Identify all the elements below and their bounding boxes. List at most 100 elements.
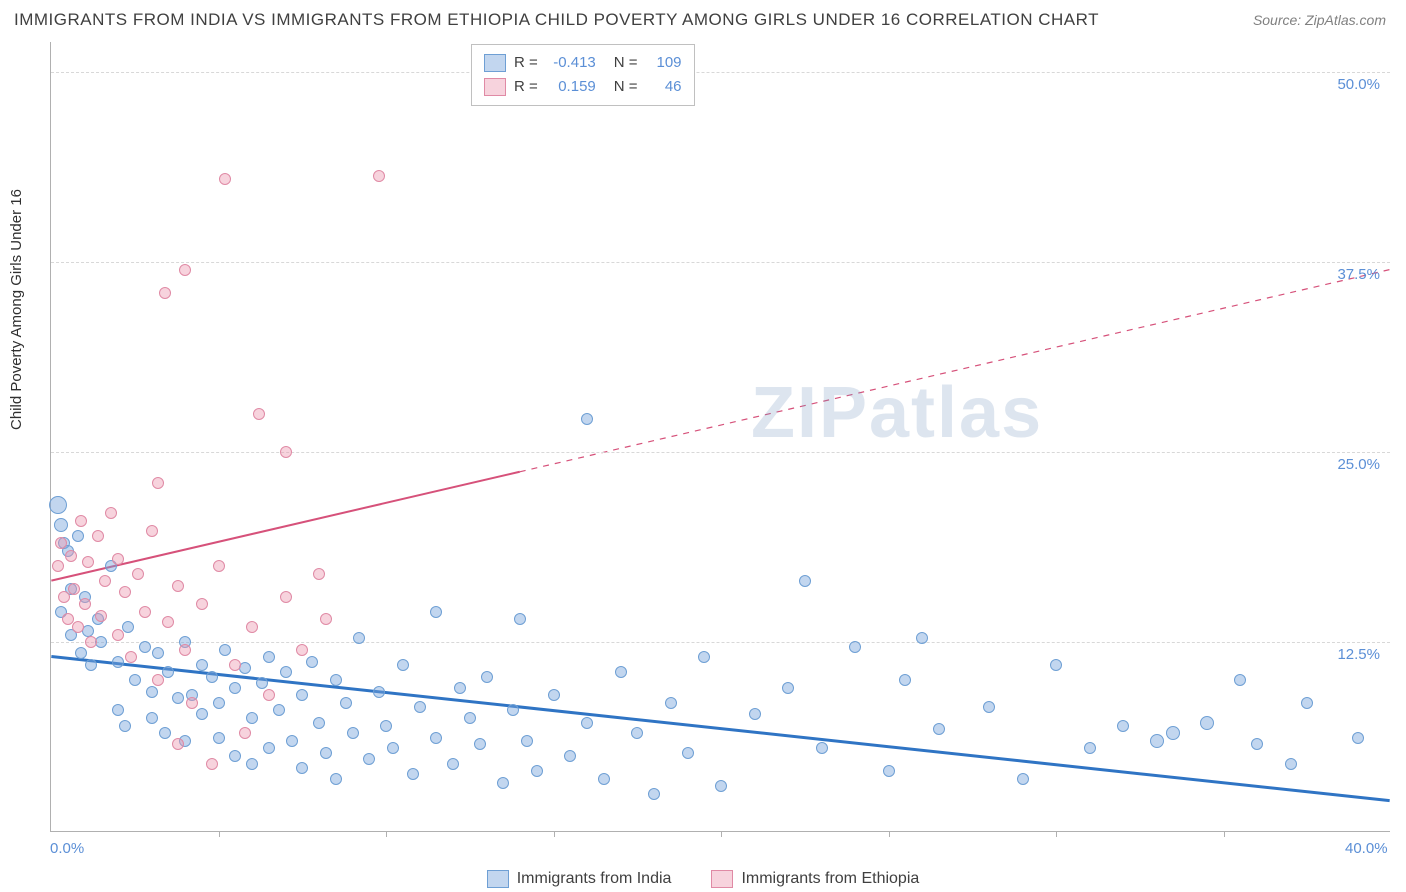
x-tick xyxy=(386,831,387,837)
scatter-point-india xyxy=(598,773,610,785)
legend-label-ethiopia: Immigrants from Ethiopia xyxy=(741,870,919,888)
legend-row-india: R = -0.413 N = 109 xyxy=(484,51,682,75)
scatter-point-ethiopia xyxy=(373,170,385,182)
scatter-point-india xyxy=(665,697,677,709)
legend-R-value: 0.159 xyxy=(546,75,596,99)
x-tick xyxy=(554,831,555,837)
scatter-point-india xyxy=(229,750,241,762)
y-tick-label: 25.0% xyxy=(1337,456,1380,473)
grid-line xyxy=(51,262,1390,263)
y-axis-label: Child Poverty Among Girls Under 16 xyxy=(8,189,25,430)
scatter-point-india xyxy=(162,666,174,678)
scatter-point-india xyxy=(72,530,84,542)
scatter-point-india xyxy=(397,659,409,671)
correlation-legend: R = -0.413 N = 109R = 0.159 N = 46 xyxy=(471,44,695,106)
scatter-point-india xyxy=(146,686,158,698)
scatter-point-india xyxy=(983,701,995,713)
scatter-point-india xyxy=(581,413,593,425)
scatter-point-india xyxy=(682,747,694,759)
source-label: Source: ZipAtlas.com xyxy=(1253,12,1386,28)
x-tick xyxy=(219,831,220,837)
scatter-point-ethiopia xyxy=(206,758,218,770)
scatter-point-india xyxy=(380,720,392,732)
swatch-india xyxy=(487,870,509,888)
scatter-point-india xyxy=(246,712,258,724)
scatter-point-india xyxy=(481,671,493,683)
x-tick xyxy=(1224,831,1225,837)
scatter-point-india xyxy=(129,674,141,686)
scatter-point-ethiopia xyxy=(172,580,184,592)
swatch-india xyxy=(484,54,506,72)
legend-label-india: Immigrants from India xyxy=(517,870,672,888)
scatter-point-india xyxy=(280,666,292,678)
scatter-point-ethiopia xyxy=(280,446,292,458)
y-tick-label: 37.5% xyxy=(1337,266,1380,283)
scatter-point-ethiopia xyxy=(213,560,225,572)
scatter-point-ethiopia xyxy=(92,530,104,542)
scatter-point-india xyxy=(474,738,486,750)
legend-R-value: -0.413 xyxy=(546,51,596,75)
scatter-point-india xyxy=(1050,659,1062,671)
legend-item-india: Immigrants from India xyxy=(487,870,672,888)
scatter-point-ethiopia xyxy=(55,537,67,549)
scatter-point-india xyxy=(407,768,419,780)
scatter-point-ethiopia xyxy=(320,613,332,625)
scatter-point-india xyxy=(916,632,928,644)
scatter-point-india xyxy=(631,727,643,739)
scatter-point-india xyxy=(464,712,476,724)
y-tick-label: 50.0% xyxy=(1337,76,1380,93)
scatter-point-ethiopia xyxy=(172,738,184,750)
scatter-point-india xyxy=(75,647,87,659)
scatter-point-india xyxy=(1234,674,1246,686)
legend-R-label: R = xyxy=(514,51,538,75)
swatch-ethiopia xyxy=(711,870,733,888)
scatter-point-ethiopia xyxy=(75,515,87,527)
scatter-point-india xyxy=(363,753,375,765)
scatter-point-ethiopia xyxy=(146,525,158,537)
scatter-point-india xyxy=(213,732,225,744)
scatter-point-india xyxy=(849,641,861,653)
scatter-point-india xyxy=(273,704,285,716)
scatter-point-ethiopia xyxy=(79,598,91,610)
x-tick-label: 0.0% xyxy=(50,840,84,857)
scatter-point-india xyxy=(159,727,171,739)
scatter-point-india xyxy=(497,777,509,789)
scatter-point-india xyxy=(313,717,325,729)
scatter-point-ethiopia xyxy=(52,560,64,572)
scatter-point-ethiopia xyxy=(239,727,251,739)
legend-N-value: 109 xyxy=(646,51,682,75)
watermark: ZIPatlas xyxy=(751,372,1043,454)
scatter-point-ethiopia xyxy=(179,264,191,276)
scatter-point-ethiopia xyxy=(196,598,208,610)
scatter-point-ethiopia xyxy=(152,477,164,489)
x-tick xyxy=(1056,831,1057,837)
legend-N-value: 46 xyxy=(646,75,682,99)
scatter-point-india xyxy=(246,758,258,770)
scatter-point-ethiopia xyxy=(99,575,111,587)
scatter-point-india xyxy=(112,656,124,668)
scatter-point-india xyxy=(172,692,184,704)
scatter-point-india xyxy=(340,697,352,709)
scatter-point-india xyxy=(1017,773,1029,785)
scatter-point-india xyxy=(229,682,241,694)
scatter-point-ethiopia xyxy=(246,621,258,633)
scatter-point-india xyxy=(286,735,298,747)
scatter-point-india xyxy=(1117,720,1129,732)
scatter-point-india xyxy=(296,762,308,774)
scatter-point-india xyxy=(213,697,225,709)
legend-N-label: N = xyxy=(614,51,638,75)
scatter-point-ethiopia xyxy=(152,674,164,686)
scatter-point-india xyxy=(219,644,231,656)
scatter-point-india xyxy=(430,606,442,618)
scatter-point-ethiopia xyxy=(229,659,241,671)
scatter-point-india xyxy=(263,651,275,663)
scatter-point-ethiopia xyxy=(119,586,131,598)
scatter-point-ethiopia xyxy=(95,610,107,622)
x-tick-label: 40.0% xyxy=(1345,840,1388,857)
scatter-point-india xyxy=(330,674,342,686)
legend-R-label: R = xyxy=(514,75,538,99)
scatter-point-india xyxy=(548,689,560,701)
legend-item-ethiopia: Immigrants from Ethiopia xyxy=(711,870,919,888)
grid-line xyxy=(51,452,1390,453)
scatter-point-india xyxy=(353,632,365,644)
